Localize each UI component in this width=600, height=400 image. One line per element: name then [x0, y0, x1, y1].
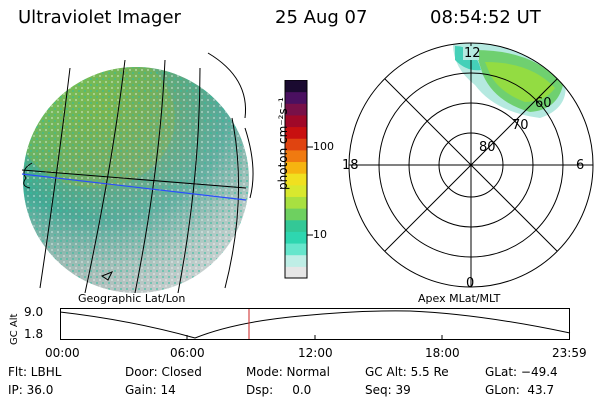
info-filter: Flt: LBHL — [8, 365, 62, 379]
time-tick-1200: 12:00 — [298, 346, 333, 360]
colorbar-segment — [285, 80, 307, 93]
colorbar-segment — [285, 208, 307, 221]
colorbar-segment — [285, 231, 307, 244]
colorbar-segment — [285, 184, 307, 197]
time-tick-2359: 23:59 — [552, 346, 587, 360]
lat-label-70: 70 — [512, 118, 529, 133]
mlt-label-0: 0 — [466, 276, 475, 291]
colorbar-tick-100: 100 — [313, 140, 334, 153]
colorbar-segment — [285, 138, 307, 151]
colorbar-segment — [285, 126, 307, 139]
info-dsp: Dsp: 0.0 — [246, 383, 312, 397]
info-mode: Mode: Normal — [246, 365, 330, 379]
colorbar-tick-10: 10 — [313, 228, 327, 241]
gc-alt-tick-1-8: 1.8 — [24, 327, 44, 341]
info-gain: Gain: 14 — [125, 383, 176, 397]
info-gc-alt: GC Alt: 5.5 Re — [365, 365, 449, 379]
colorbar-segment — [285, 266, 307, 279]
image-time: 08:54:52 UT — [430, 7, 541, 28]
instrument-title: Ultraviolet Imager — [18, 7, 181, 28]
polar-plot — [348, 42, 594, 288]
colorbar-segment — [285, 173, 307, 186]
apex-label: Apex MLat/MLT — [418, 292, 501, 305]
gc-alt-tick-9: 9.0 — [24, 305, 44, 319]
mlt-label-18: 18 — [342, 158, 359, 173]
colorbar-segment — [285, 243, 307, 256]
polar-grid — [348, 42, 594, 288]
mlt-label-6: 6 — [576, 158, 585, 173]
info-seq: Seq: 39 — [365, 383, 411, 397]
coastline — [23, 127, 254, 281]
altitude-timeline — [60, 308, 571, 340]
info-ip: IP: 36.0 — [8, 383, 54, 397]
colorbar-unit-label: photon cm⁻²s⁻¹ — [276, 97, 290, 190]
colorbar-segment — [285, 91, 307, 104]
geographic-grid — [39, 52, 247, 293]
geographic-image — [21, 52, 254, 293]
geographic-label: Geographic Lat/Lon — [78, 292, 186, 305]
image-date: 25 Aug 07 — [275, 7, 368, 28]
colorbar-segment — [285, 161, 307, 174]
colorbar-segment — [285, 196, 307, 209]
colorbar-segment — [285, 254, 307, 267]
lat-label-80: 80 — [479, 140, 496, 155]
colorbar — [284, 80, 313, 279]
mlt-label-12: 12 — [464, 46, 481, 61]
time-tick-0000: 00:00 — [45, 346, 80, 360]
altitude-curve — [60, 310, 571, 339]
colorbar-segment — [285, 149, 307, 163]
time-tick-1800: 18:00 — [425, 346, 460, 360]
colorbar-segment — [285, 219, 307, 232]
info-glon: GLon: 43.7 — [485, 383, 555, 397]
latitude-line — [21, 169, 247, 201]
gc-alt-axis-label: GC Alt — [9, 313, 20, 345]
info-door: Door: Closed — [125, 365, 202, 379]
time-tick-0600: 06:00 — [170, 346, 205, 360]
colorbar-segment — [285, 114, 307, 128]
info-glat: GLat: −49.4 — [485, 365, 558, 379]
lat-label-60: 60 — [535, 96, 552, 111]
colorbar-segment — [285, 103, 307, 116]
